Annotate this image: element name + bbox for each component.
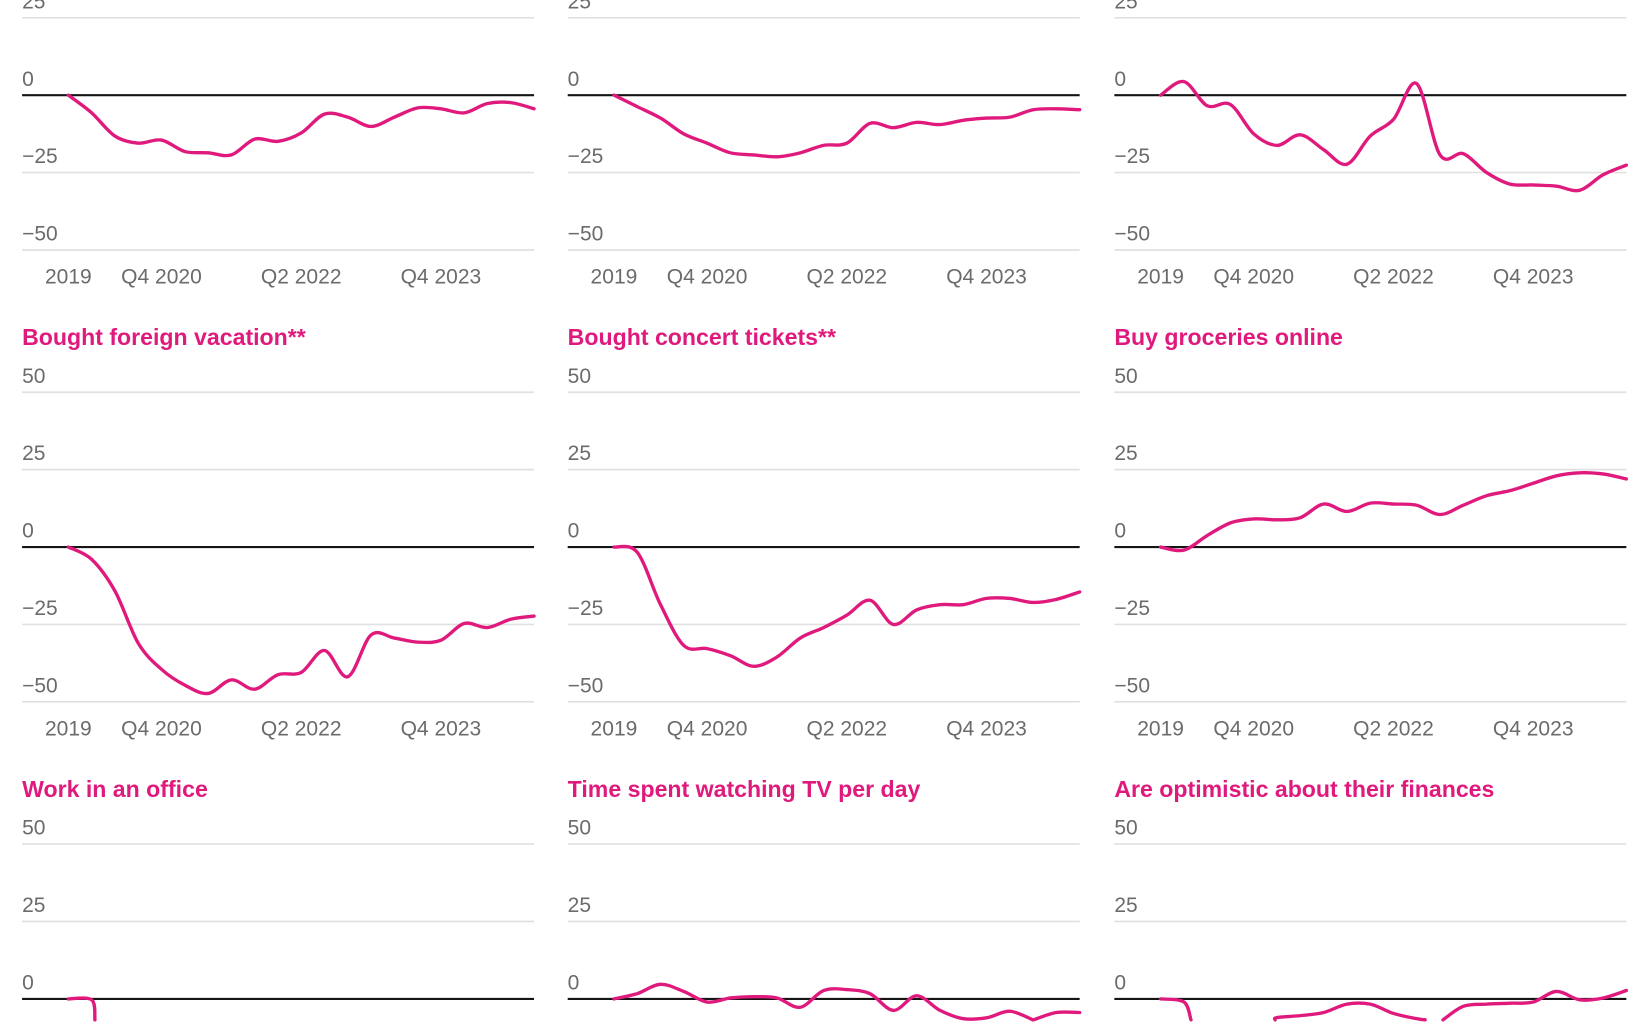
y-tick-label: 0 <box>1114 972 1126 995</box>
x-tick-label: 2019 <box>1137 266 1184 289</box>
y-tick-label: 25 <box>1114 894 1137 917</box>
x-tick-label: Q2 2022 <box>806 266 887 289</box>
y-tick-label: 25 <box>22 894 45 917</box>
y-tick-label: 25 <box>1114 442 1137 465</box>
x-tick-label: 2019 <box>1137 717 1184 740</box>
series-line <box>1158 471 1629 553</box>
x-tick-label: 2019 <box>45 266 92 289</box>
y-tick-label: 50 <box>568 365 591 388</box>
y-tick-label: 0 <box>22 520 34 543</box>
series-line <box>1272 1001 1427 1022</box>
x-tick-label: Q4 2023 <box>401 717 482 740</box>
y-tick-label: −50 <box>1114 223 1150 246</box>
y-tick-label: 0 <box>1114 68 1126 91</box>
chart-panel: 25 0 −25 −50 2019 Q4 2020 Q2 2022 Q4 2023 <box>22 0 536 289</box>
panel-title: Buy groceries online <box>1114 324 1343 350</box>
x-tick-label: Q2 2022 <box>806 717 887 740</box>
series-line <box>66 93 536 158</box>
panel-title: Time spent watching TV per day <box>568 776 921 802</box>
x-tick-label: Q4 2023 <box>946 266 1027 289</box>
x-tick-label: Q4 2020 <box>667 266 748 289</box>
y-tick-label: 50 <box>568 817 591 840</box>
x-tick-label: Q4 2023 <box>1493 717 1574 740</box>
y-tick-label: −50 <box>22 223 58 246</box>
x-tick-label: Q4 2020 <box>1213 717 1294 740</box>
chart-panel: 25 0 −25 −50 2019 Q4 2020 Q2 2022 Q4 2023 <box>1114 0 1629 289</box>
chart-panel: Bought foreign vacation** 50 25 0 −25 −50 2019… <box>22 324 536 740</box>
y-tick-label: −25 <box>22 145 58 168</box>
x-tick-label: 2019 <box>591 266 638 289</box>
chart-panel: Time spent watching TV per day 50 25 0 <box>567 776 1082 1022</box>
panel-title: Bought foreign vacation** <box>22 324 306 350</box>
y-tick-label: 50 <box>1114 817 1137 840</box>
y-tick-label: −50 <box>568 223 604 246</box>
chart-panel: Buy groceries online 50 25 0 −25 −50 2019 Q4 20… <box>1114 324 1629 740</box>
x-tick-label: Q4 2020 <box>667 717 748 740</box>
y-tick-label: −25 <box>568 145 604 168</box>
series-line <box>612 93 1082 159</box>
y-tick-label: −25 <box>22 597 58 620</box>
y-tick-label: 25 <box>22 442 45 465</box>
y-tick-label: 0 <box>568 972 580 995</box>
y-tick-label: 50 <box>22 365 45 388</box>
y-tick-label: 0 <box>568 68 580 91</box>
series-line <box>66 996 97 1022</box>
y-tick-label: 0 <box>1114 520 1126 543</box>
chart-panel: 25 0 −25 −50 2019 Q4 2020 Q2 2022 Q4 2023 <box>567 0 1082 289</box>
series-line <box>1441 988 1629 1022</box>
series-line <box>612 982 1035 1022</box>
y-tick-label: −25 <box>1114 597 1150 620</box>
y-tick-label: 25 <box>568 0 591 13</box>
x-tick-label: Q2 2022 <box>1353 266 1434 289</box>
y-tick-label: 0 <box>22 68 34 91</box>
y-tick-label: 0 <box>22 972 34 995</box>
x-tick-label: 2019 <box>591 717 638 740</box>
x-tick-label: Q4 2023 <box>1493 266 1574 289</box>
series-line <box>1158 997 1193 1022</box>
series-line <box>612 544 1082 668</box>
chart-panel: Are optimistic about their finances 50 25 0 <box>1114 776 1629 1022</box>
x-tick-label: Q2 2022 <box>1353 717 1434 740</box>
x-tick-label: Q4 2020 <box>121 717 202 740</box>
chart-panel: Work in an office 50 25 0 <box>22 776 535 1022</box>
y-tick-label: 0 <box>568 520 580 543</box>
x-tick-label: Q2 2022 <box>261 717 342 740</box>
y-tick-label: −50 <box>568 674 604 697</box>
series-line <box>1158 79 1629 193</box>
y-tick-label: −50 <box>1114 674 1150 697</box>
panel-title: Are optimistic about their finances <box>1114 776 1494 802</box>
y-tick-label: −25 <box>1114 145 1150 168</box>
series-line <box>1031 1010 1082 1022</box>
x-tick-label: Q4 2020 <box>1213 266 1294 289</box>
y-tick-label: −50 <box>22 674 58 697</box>
y-tick-label: 25 <box>568 894 591 917</box>
y-tick-label: 25 <box>1114 0 1137 13</box>
x-tick-label: Q4 2023 <box>946 717 1027 740</box>
y-tick-label: 50 <box>1114 365 1137 388</box>
y-tick-label: 50 <box>22 817 45 840</box>
series-line <box>66 545 536 696</box>
y-tick-label: −25 <box>568 597 604 620</box>
y-tick-label: 25 <box>568 442 591 465</box>
x-tick-label: Q4 2020 <box>121 266 202 289</box>
y-tick-label: 25 <box>22 0 45 13</box>
panel-title: Work in an office <box>22 776 208 802</box>
x-tick-label: Q2 2022 <box>261 266 342 289</box>
x-tick-label: Q4 2023 <box>401 266 482 289</box>
chart-panel: Bought concert tickets** 50 25 0 −25 −50 2019 Q… <box>567 324 1082 740</box>
panel-title: Bought concert tickets** <box>568 324 836 350</box>
x-tick-label: 2019 <box>45 717 92 740</box>
